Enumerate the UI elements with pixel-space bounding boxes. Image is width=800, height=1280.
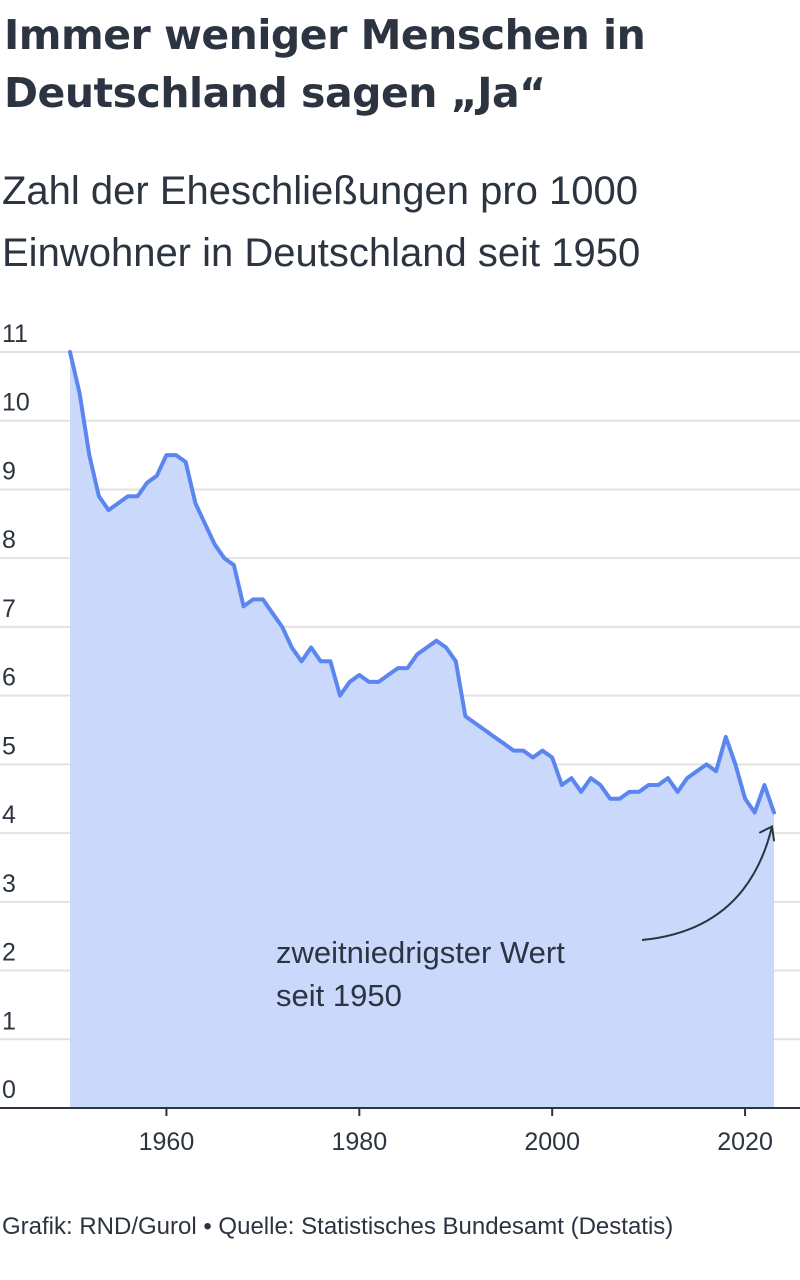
area-fill <box>70 352 774 1108</box>
annotation-arrowhead <box>759 824 775 842</box>
y-tick-label: 9 <box>2 457 16 485</box>
chart-svg: 0 1 2 3 4 5 6 7 8 9 10 11 1960 1980 2000 2020 zweitnie… <box>0 320 800 1156</box>
x-tick-label: 1980 <box>332 1128 388 1156</box>
y-tick-label: 1 <box>2 1007 16 1035</box>
annotation-line-2: seit 1950 <box>276 978 402 1013</box>
y-tick-label: 0 <box>2 1076 16 1104</box>
source-credit: Grafik: RND/Gurol • Quelle: Statistische… <box>2 1213 674 1240</box>
chart-title: Immer weniger Menschen in Deutschland sa… <box>4 11 646 117</box>
y-tick-label: 6 <box>2 664 16 692</box>
y-axis-ticks: 0 1 2 3 4 5 6 7 8 9 10 11 <box>2 320 30 1104</box>
y-tick-label: 2 <box>2 939 16 967</box>
x-tick-label: 1960 <box>139 1128 195 1156</box>
y-tick-label: 8 <box>2 526 16 554</box>
annotation-line-1: zweitniedrigster Wert <box>276 935 565 970</box>
y-tick-label: 4 <box>2 801 16 829</box>
series-line <box>68 350 776 815</box>
y-tick-label: 5 <box>2 732 16 760</box>
y-tick-label: 7 <box>2 595 16 623</box>
annotation-arrow <box>641 826 773 941</box>
y-tick-label: 10 <box>2 389 30 417</box>
chart-subtitle: Zahl der Eheschließungen pro 1000 Einwoh… <box>2 169 641 275</box>
x-tick-label: 2000 <box>524 1128 580 1156</box>
x-axis-ticks: 1960 1980 2000 2020 <box>139 1108 773 1156</box>
x-tick-label: 2020 <box>717 1128 773 1156</box>
y-tick-label: 11 <box>2 320 28 348</box>
y-tick-label: 3 <box>2 870 16 898</box>
annotation: zweitniedrigster Wert seit 1950 <box>276 824 775 1013</box>
